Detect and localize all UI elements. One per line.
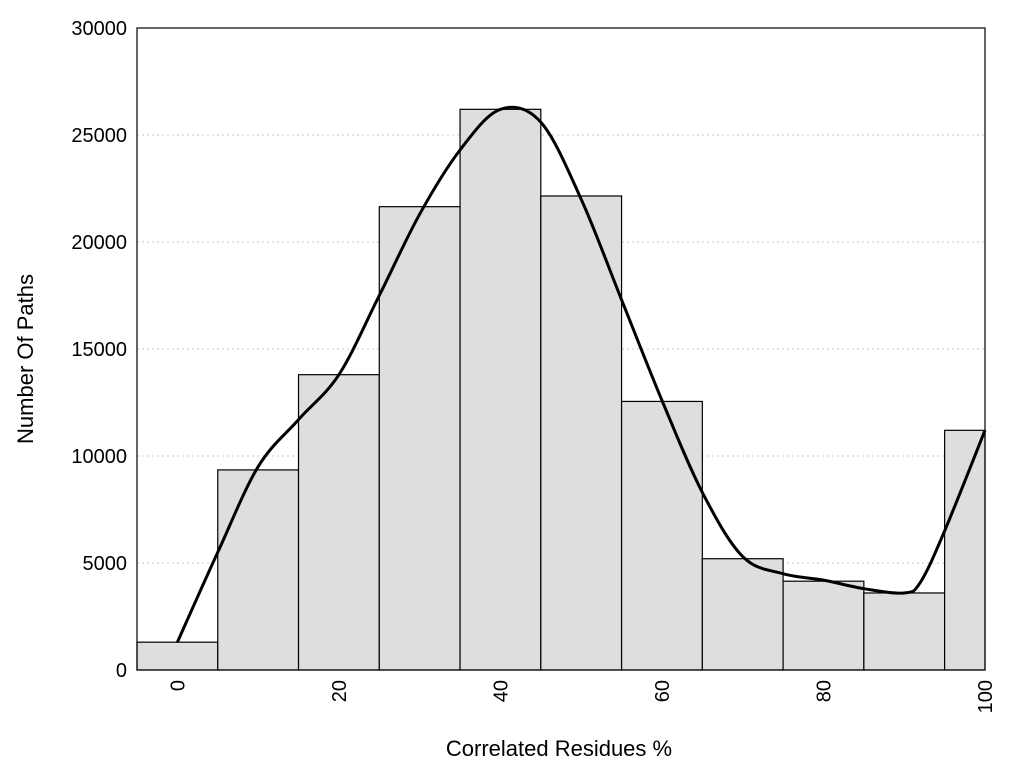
y-tick-label: 5000 bbox=[83, 553, 128, 575]
y-axis-title: Number Of Paths bbox=[13, 274, 38, 444]
density-curve bbox=[176, 105, 987, 643]
y-tick-label: 15000 bbox=[71, 339, 127, 361]
x-tick-label: 100 bbox=[975, 680, 997, 713]
histogram-bar bbox=[217, 469, 300, 671]
bars bbox=[136, 108, 986, 671]
y-tick-label: 30000 bbox=[71, 18, 127, 40]
histogram-bar bbox=[136, 641, 219, 671]
histogram-bar bbox=[782, 580, 865, 671]
x-tick-label: 0 bbox=[167, 680, 189, 691]
x-tick-label: 80 bbox=[813, 680, 835, 702]
x-tick-label: 40 bbox=[490, 680, 512, 702]
plot-frame bbox=[136, 27, 986, 671]
y-tick-label: 10000 bbox=[71, 446, 127, 468]
x-tick-label: 20 bbox=[329, 680, 351, 702]
y-tick-label: 0 bbox=[116, 660, 127, 682]
histogram-bar bbox=[620, 400, 703, 671]
y-tick-label: 20000 bbox=[71, 232, 127, 254]
histogram-bar bbox=[459, 108, 542, 671]
x-tick-label: 60 bbox=[652, 680, 674, 702]
x-axis-ticks: 0 20 40 60 80 100 bbox=[167, 680, 997, 713]
histogram-bar bbox=[540, 195, 623, 671]
histogram-bar bbox=[944, 429, 986, 671]
density-curve-layer bbox=[176, 105, 987, 643]
histogram-bar bbox=[297, 374, 380, 671]
y-axis-ticks: 0 5000 10000 15000 20000 25000 30000 bbox=[71, 18, 127, 682]
x-axis-title: Correlated Residues % bbox=[446, 736, 672, 761]
histogram-bar bbox=[378, 206, 461, 671]
histogram-bar bbox=[701, 558, 784, 671]
y-tick-label: 25000 bbox=[71, 125, 127, 147]
histogram-bar bbox=[863, 592, 946, 671]
